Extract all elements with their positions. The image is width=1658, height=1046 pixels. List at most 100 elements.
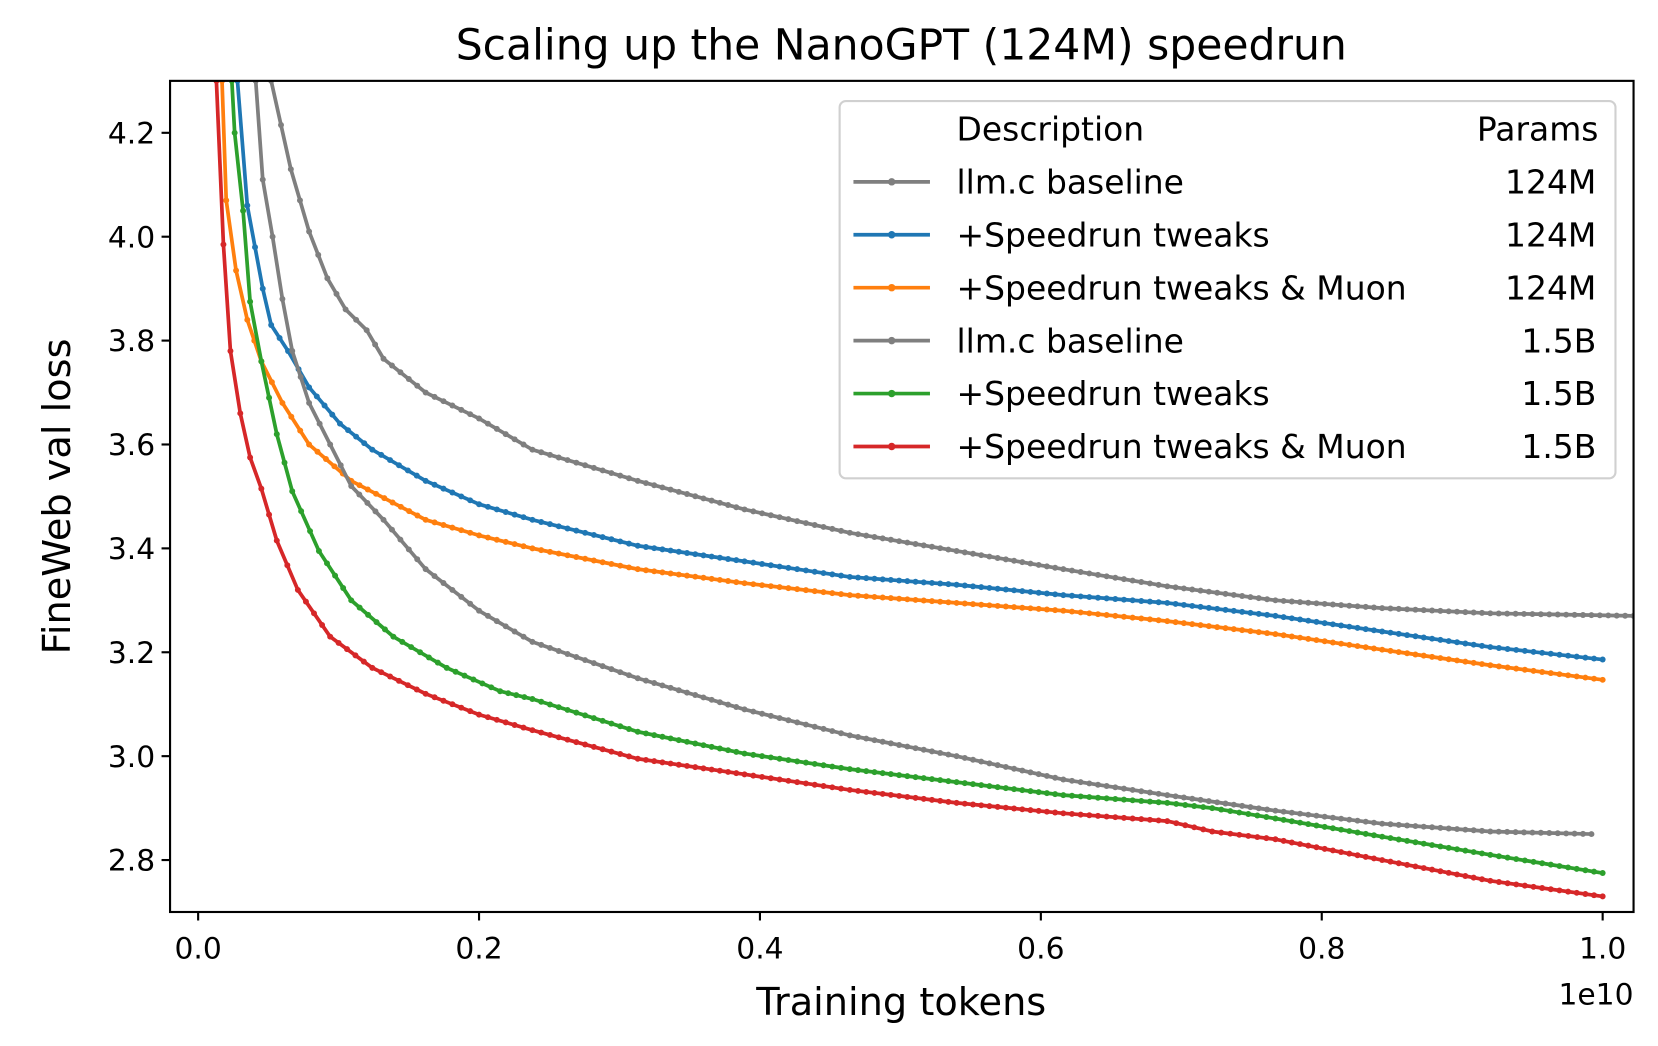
series-marker <box>1182 822 1189 829</box>
series-marker <box>599 467 606 474</box>
series-marker <box>1462 873 1469 880</box>
series-marker <box>555 550 562 557</box>
series-marker <box>289 348 296 354</box>
series-marker <box>1247 594 1254 601</box>
series-marker <box>1280 597 1287 604</box>
series-marker <box>422 389 429 396</box>
series-marker <box>1182 802 1189 808</box>
series-marker <box>467 708 474 715</box>
series-marker <box>1205 588 1212 595</box>
series-marker <box>642 730 649 737</box>
series-marker <box>1478 876 1485 883</box>
series-marker <box>1354 817 1361 824</box>
series-marker <box>443 664 450 671</box>
series-marker <box>538 641 545 648</box>
series-marker <box>1539 649 1546 656</box>
series-marker <box>1387 605 1394 612</box>
y-tick-label: 3.2 <box>108 636 155 671</box>
series-marker <box>356 482 363 489</box>
series-marker <box>608 470 615 477</box>
series-marker <box>1362 644 1369 651</box>
series-marker <box>1591 675 1597 682</box>
series-marker <box>986 803 993 810</box>
series-marker <box>1429 824 1436 831</box>
series-marker <box>994 762 1001 769</box>
series-marker <box>599 717 606 724</box>
series-marker <box>252 244 259 251</box>
series-marker <box>247 454 254 461</box>
series-marker <box>945 581 952 588</box>
series-marker <box>364 486 371 493</box>
series-marker <box>642 567 649 574</box>
series-marker <box>458 527 465 534</box>
series-marker <box>1069 608 1075 615</box>
series-marker <box>1236 809 1243 816</box>
series-marker <box>994 585 1001 592</box>
series-marker <box>1112 814 1119 821</box>
series-marker <box>529 696 536 702</box>
series-marker <box>896 538 903 545</box>
series-marker <box>871 534 878 540</box>
series-marker <box>1547 861 1554 868</box>
series-marker <box>1027 788 1034 795</box>
series-marker <box>1487 828 1494 835</box>
series-marker <box>488 684 495 691</box>
series-marker <box>1227 808 1234 815</box>
series-marker <box>505 690 512 697</box>
series-marker <box>863 788 870 795</box>
series-marker <box>820 783 827 790</box>
series-marker <box>297 373 304 380</box>
series-marker <box>1556 651 1563 658</box>
series-marker <box>961 780 968 787</box>
series-marker <box>659 546 666 553</box>
series-marker <box>1395 630 1402 637</box>
series-marker <box>1305 811 1312 818</box>
series-marker <box>373 619 380 626</box>
series-marker <box>324 560 330 567</box>
series-marker <box>327 633 334 640</box>
series-marker <box>1588 612 1595 619</box>
series-marker <box>700 574 707 581</box>
series-marker <box>1094 812 1101 819</box>
series-marker <box>511 511 518 518</box>
series-marker <box>1387 821 1394 828</box>
series-marker <box>642 480 649 487</box>
series-marker <box>1263 835 1270 842</box>
series-marker <box>846 592 853 599</box>
series-marker <box>1321 813 1328 820</box>
series-marker <box>372 341 379 348</box>
x-tick-label: 0.0 <box>174 932 221 967</box>
series-marker <box>1521 666 1528 673</box>
series-marker <box>306 399 313 406</box>
series-marker <box>388 362 395 369</box>
series-marker <box>675 571 682 578</box>
series-marker <box>970 601 976 608</box>
series-marker <box>1362 830 1369 837</box>
series-marker <box>1264 806 1271 813</box>
series-marker <box>511 628 518 635</box>
series-marker <box>953 753 960 760</box>
series-marker <box>1495 663 1502 670</box>
series-marker <box>1297 599 1304 606</box>
series-marker <box>887 740 894 747</box>
series-marker <box>684 762 690 769</box>
series-marker <box>1197 603 1204 610</box>
series-marker <box>452 668 459 675</box>
series-marker <box>1069 810 1075 817</box>
series-marker <box>785 564 792 571</box>
series-marker <box>750 772 757 779</box>
series-marker <box>333 290 340 297</box>
series-marker <box>1172 793 1179 800</box>
legend-marker <box>887 442 896 451</box>
series-marker <box>324 275 331 282</box>
series-marker <box>1338 640 1345 647</box>
series-marker <box>1504 880 1511 887</box>
series-marker <box>785 585 792 592</box>
legend-description: llm.c baseline <box>957 321 1184 360</box>
series-marker <box>1462 640 1469 647</box>
series-marker <box>1412 606 1419 613</box>
series-marker <box>1338 849 1345 856</box>
series-marker <box>846 573 853 580</box>
series-marker <box>1255 610 1262 617</box>
